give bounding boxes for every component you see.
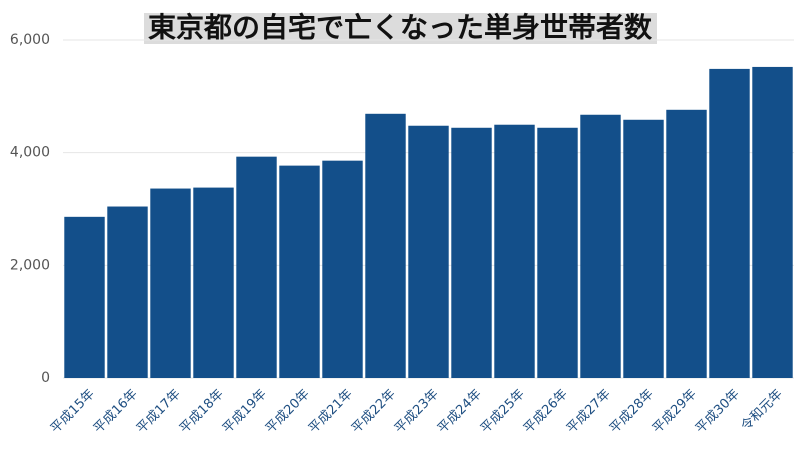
- y-tick-label: 4,000: [10, 145, 50, 161]
- x-tick-label: 平成30年: [693, 387, 743, 437]
- x-tick-label: 平成20年: [263, 387, 313, 437]
- title-highlight: [143, 13, 657, 44]
- x-tick-label: 平成23年: [392, 387, 442, 437]
- bar: [580, 114, 621, 378]
- y-tick-label: 6,000: [10, 32, 50, 48]
- y-tick-label: 2,000: [10, 257, 50, 273]
- x-tick-label: 平成24年: [435, 387, 485, 437]
- bar: [150, 188, 191, 378]
- x-tick-label: 平成22年: [349, 387, 399, 437]
- bar: [451, 127, 492, 378]
- x-tick-label: 平成17年: [134, 387, 184, 437]
- bar: [193, 187, 234, 378]
- bar: [666, 109, 707, 378]
- y-tick-label: 0: [41, 370, 50, 386]
- x-tick-label: 平成25年: [478, 387, 528, 437]
- bar: [408, 125, 449, 378]
- bar: [537, 127, 578, 378]
- bar: [279, 165, 320, 378]
- x-tick-label: 平成15年: [48, 387, 98, 437]
- x-tick-label: 平成27年: [564, 387, 614, 437]
- x-tick-label: 平成18年: [177, 387, 227, 437]
- x-tick-label: 平成29年: [650, 387, 700, 437]
- bar: [107, 206, 148, 378]
- x-tick-label: 平成16年: [91, 387, 141, 437]
- x-tick-label: 平成19年: [220, 387, 270, 437]
- x-tick-label: 平成26年: [521, 387, 571, 437]
- x-tick-label: 平成28年: [607, 387, 657, 437]
- chart-title: 東京都の自宅で亡くなった単身世帯者数: [148, 11, 653, 44]
- bar: [64, 216, 105, 378]
- x-tick-label: 令和元年: [738, 387, 785, 434]
- bar: [494, 124, 535, 378]
- bar: [322, 160, 363, 378]
- bar: [709, 68, 750, 379]
- bar: [236, 156, 277, 378]
- bar: [623, 119, 664, 378]
- bar: [752, 66, 793, 378]
- x-tick-label: 平成21年: [306, 387, 356, 437]
- bar: [365, 113, 406, 379]
